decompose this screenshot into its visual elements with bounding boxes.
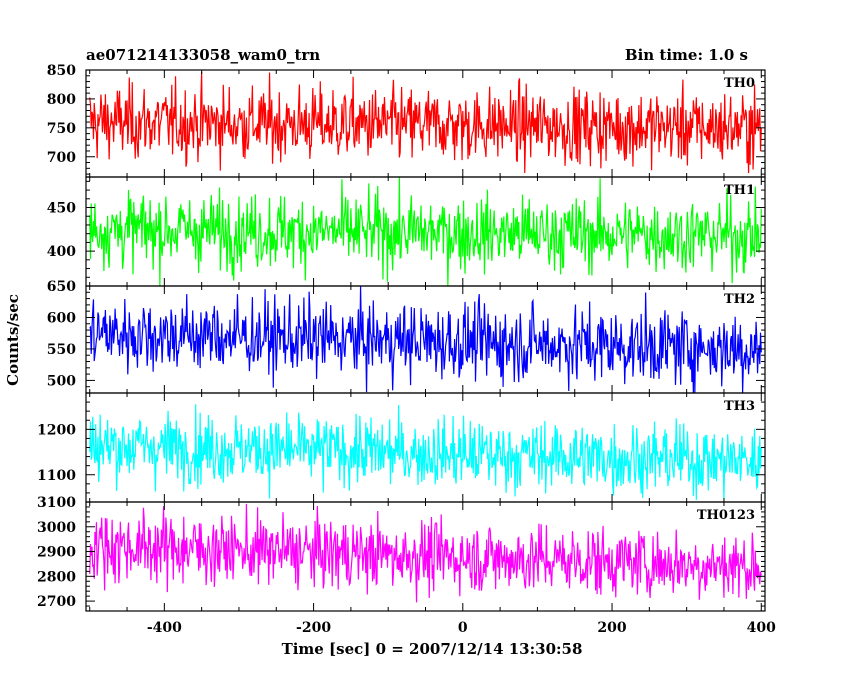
y-tick-label-th0: 750 bbox=[47, 121, 76, 137]
y-tick-label-th0123: 3000 bbox=[37, 520, 76, 536]
y-tick-label-th3: 1100 bbox=[37, 468, 76, 484]
y-tick-label-th2: 550 bbox=[47, 342, 76, 358]
chart-title-right: Bin time: 1.0 s bbox=[625, 46, 748, 64]
x-tick-label: -200 bbox=[296, 620, 331, 636]
y-tick-label-th0: 850 bbox=[47, 63, 76, 79]
series-line-th3 bbox=[89, 404, 762, 500]
panel-label-th0123: TH0123 bbox=[697, 508, 755, 523]
series-line-th0 bbox=[89, 71, 762, 174]
y-tick-label-th3: 1200 bbox=[37, 422, 76, 438]
panel-th2: 500 550 600 650 TH2 bbox=[47, 279, 766, 394]
y-tick-label-th1: 450 bbox=[47, 201, 76, 217]
panel-th0: 700 750 800 850 TH0 bbox=[47, 63, 766, 178]
series-line-th0123 bbox=[89, 503, 762, 603]
y-tick-label-th0: 800 bbox=[47, 92, 76, 108]
panel-th3: 1100 1200 TH3 bbox=[37, 392, 766, 503]
y-tick-label-th1: 400 bbox=[47, 244, 76, 260]
x-tick-label: 400 bbox=[747, 620, 776, 636]
y-tick-label-th2: 500 bbox=[47, 373, 76, 389]
y-tick-label-th0123: 2900 bbox=[37, 545, 76, 561]
series-line-th2 bbox=[89, 286, 762, 393]
y-tick-label-th0123: 2800 bbox=[37, 569, 76, 585]
panel-th1: 400 450 TH1 bbox=[47, 176, 766, 287]
y-tick-label-th0123: 3100 bbox=[37, 495, 76, 511]
x-tick-label: 200 bbox=[597, 620, 626, 636]
panel-label-th2: TH2 bbox=[724, 292, 755, 307]
panels-group: 700 750 800 850 TH0 400 450 TH1 500 550 600 650 TH2 1… bbox=[37, 63, 766, 612]
y-axis-label: Counts/sec bbox=[4, 294, 22, 386]
y-tick-label-th2: 650 bbox=[47, 279, 76, 295]
y-tick-label-th0123: 2700 bbox=[37, 594, 76, 610]
panel-label-th0: TH0 bbox=[724, 76, 755, 91]
panel-label-th3: TH3 bbox=[724, 399, 755, 414]
x-tick-label: 0 bbox=[458, 620, 468, 636]
series-line-th1 bbox=[89, 177, 762, 286]
x-tick-labels: -400 -200 0 200 400 bbox=[147, 620, 776, 636]
chart-title-left: ae071214133058_wam0_trn bbox=[86, 46, 320, 64]
x-axis-label: Time [sec] 0 = 2007/12/14 13:30:58 bbox=[282, 640, 583, 658]
y-tick-label-th0: 700 bbox=[47, 150, 76, 166]
panel-th0123: 2700 2800 2900 3000 3100 TH0123 bbox=[37, 495, 766, 612]
panel-label-th1: TH1 bbox=[724, 183, 755, 198]
x-tick-label: -400 bbox=[147, 620, 182, 636]
y-tick-label-th2: 600 bbox=[47, 310, 76, 326]
